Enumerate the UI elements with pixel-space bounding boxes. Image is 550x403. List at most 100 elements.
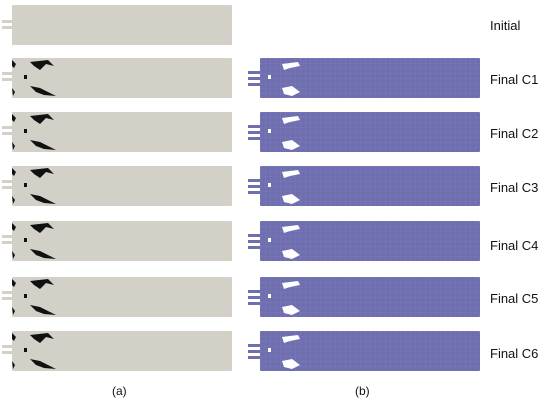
domain bbox=[260, 221, 480, 261]
void-lower bbox=[282, 86, 300, 96]
domain bbox=[260, 58, 480, 98]
row-label-initial: Initial bbox=[490, 18, 521, 33]
inlet-port bbox=[248, 131, 261, 134]
domain bbox=[260, 277, 480, 317]
material-dot bbox=[24, 75, 27, 79]
inlet-port bbox=[2, 20, 14, 23]
material-upper bbox=[30, 168, 54, 178]
void-upper bbox=[282, 170, 300, 178]
inlet-port bbox=[2, 186, 14, 189]
domain-initial bbox=[12, 5, 232, 45]
inlet-port bbox=[2, 126, 14, 129]
material-dot bbox=[24, 238, 27, 242]
void-dot bbox=[268, 129, 271, 133]
material-dot bbox=[24, 183, 27, 187]
row-initial bbox=[2, 5, 232, 45]
void-lower bbox=[282, 305, 300, 315]
inlet-port bbox=[2, 26, 14, 29]
inlet-port bbox=[248, 302, 261, 305]
material-lower bbox=[30, 194, 56, 204]
inlet-port bbox=[2, 78, 14, 81]
design-a-c5 bbox=[2, 277, 232, 317]
void-lower bbox=[282, 359, 300, 369]
void-upper bbox=[282, 225, 300, 233]
row-label-c1: Final C1 bbox=[490, 72, 539, 87]
inlet-port bbox=[2, 241, 14, 244]
void-lower bbox=[282, 194, 300, 204]
row-label-c6: Final C6 bbox=[490, 346, 539, 361]
design-b-c4 bbox=[248, 221, 480, 261]
design-a-c6 bbox=[2, 331, 232, 371]
material-edge bbox=[12, 168, 16, 204]
inlet-port bbox=[248, 356, 261, 359]
inlet-port bbox=[2, 132, 14, 135]
inlet-port bbox=[248, 234, 261, 237]
design-a-c4 bbox=[2, 221, 232, 261]
inlet-port bbox=[248, 246, 261, 249]
row-label-c3: Final C3 bbox=[490, 180, 539, 195]
inlet-port bbox=[248, 83, 261, 86]
void-dot bbox=[268, 348, 271, 352]
domain bbox=[12, 58, 232, 98]
material-upper bbox=[30, 279, 54, 289]
void-upper bbox=[282, 116, 300, 124]
material-upper bbox=[30, 114, 54, 124]
material-lower bbox=[30, 305, 56, 315]
inlet-port bbox=[248, 350, 261, 353]
inlet-port bbox=[248, 240, 261, 243]
row-label-c5: Final C5 bbox=[490, 291, 539, 306]
inlet-port bbox=[248, 185, 261, 188]
inlet-port bbox=[248, 179, 261, 182]
material-lower bbox=[30, 249, 56, 259]
row-label-c2: Final C2 bbox=[490, 126, 539, 141]
domain bbox=[260, 166, 480, 206]
void-upper bbox=[282, 62, 300, 70]
inlet-port bbox=[248, 137, 261, 140]
material-edge bbox=[12, 279, 16, 315]
void-upper bbox=[282, 281, 300, 289]
design-b-c2 bbox=[248, 112, 480, 152]
material-lower bbox=[30, 359, 56, 369]
void-dot bbox=[268, 294, 271, 298]
material-edge bbox=[12, 114, 16, 150]
inlet-port bbox=[248, 125, 261, 128]
void-upper bbox=[282, 335, 300, 343]
material-edge bbox=[12, 60, 16, 96]
void-dot bbox=[268, 183, 271, 187]
inlet-port bbox=[2, 235, 14, 238]
material-dot bbox=[24, 129, 27, 133]
panel-label-a: (a) bbox=[112, 384, 127, 398]
design-b-c6 bbox=[248, 331, 480, 371]
inlet-port bbox=[248, 344, 261, 347]
domain bbox=[12, 221, 232, 261]
design-b-c3 bbox=[248, 166, 480, 206]
inlet-port bbox=[2, 291, 14, 294]
inlet-port bbox=[2, 351, 14, 354]
inlet-port bbox=[2, 72, 14, 75]
inlet-port bbox=[2, 180, 14, 183]
domain bbox=[260, 331, 480, 371]
material-dot bbox=[24, 348, 27, 352]
domain bbox=[12, 331, 232, 371]
inlet-port bbox=[248, 191, 261, 194]
inlet-port bbox=[248, 296, 261, 299]
panel-label-b: (b) bbox=[355, 384, 370, 398]
material-upper bbox=[30, 333, 54, 343]
material-lower bbox=[30, 86, 56, 96]
panel-b-rows bbox=[248, 58, 480, 371]
inlet-port bbox=[248, 71, 261, 74]
domain bbox=[12, 277, 232, 317]
inlet-port bbox=[2, 345, 14, 348]
inlet-port bbox=[248, 290, 261, 293]
material-upper bbox=[30, 223, 54, 233]
material-edge bbox=[12, 223, 16, 259]
void-dot bbox=[268, 238, 271, 242]
domain bbox=[12, 112, 232, 152]
material-lower bbox=[30, 140, 56, 150]
void-lower bbox=[282, 249, 300, 259]
domain bbox=[260, 112, 480, 152]
inlet-port bbox=[248, 77, 261, 80]
material-dot bbox=[24, 294, 27, 298]
void-dot bbox=[268, 75, 271, 79]
